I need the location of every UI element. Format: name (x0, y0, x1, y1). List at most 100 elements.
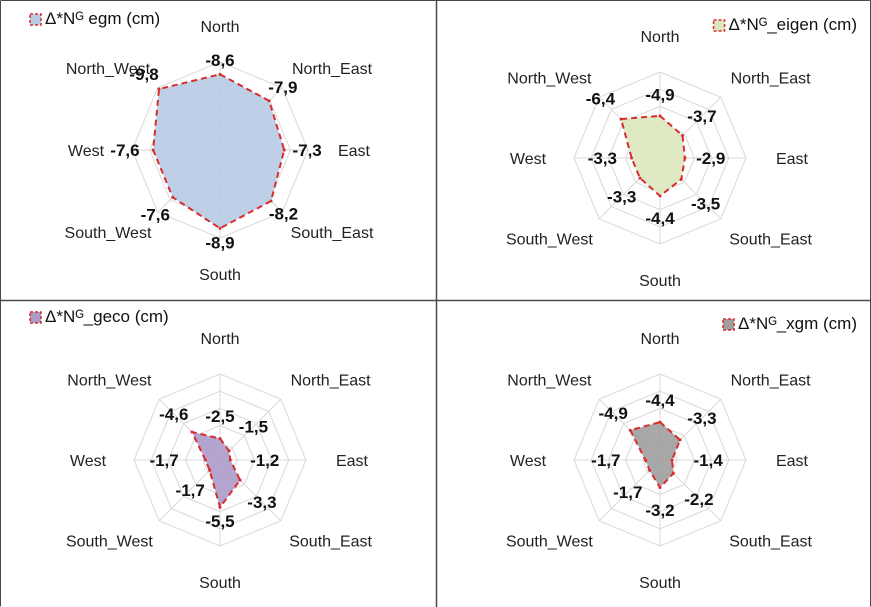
data-point (638, 176, 642, 180)
legend-text: Δ*Nᴳ_geco (cm) (45, 307, 169, 326)
category-label: East (776, 453, 809, 470)
value-label: -3,7 (687, 107, 716, 126)
category-label: North_East (291, 372, 372, 389)
category-label: South_West (65, 225, 152, 242)
category-label: West (68, 143, 105, 160)
category-label: South_West (66, 534, 153, 551)
value-label: -3,2 (645, 501, 674, 520)
legend-swatch (29, 311, 42, 324)
data-point (679, 177, 683, 181)
value-label: -3,3 (588, 149, 617, 168)
data-point (218, 437, 222, 440)
category-label: West (510, 151, 547, 168)
category-label: North_West (66, 61, 151, 78)
data-series-area (628, 421, 682, 490)
data-point (630, 156, 634, 160)
category-label: South_West (506, 534, 593, 551)
category-label: East (336, 453, 369, 470)
data-point (218, 226, 222, 230)
category-label: North_West (507, 372, 592, 389)
category-label: North_East (731, 70, 812, 87)
radar-svg: North North_East East South_East South South_… (29, 307, 373, 592)
radar-svg: North North_East East South_East South South_… (506, 314, 857, 592)
legend-swatch (712, 19, 726, 32)
category-label: South_East (729, 534, 812, 551)
data-point (151, 148, 155, 152)
value-label: -1,7 (613, 483, 642, 502)
data-series-area (152, 73, 286, 230)
data-point (238, 478, 242, 482)
value-label: -1,7 (591, 451, 620, 470)
data-point (208, 468, 212, 472)
value-label: -4,4 (645, 391, 675, 410)
category-label: North (200, 331, 239, 348)
category-label: South (639, 575, 681, 592)
category-label: East (776, 151, 809, 168)
data-point (157, 87, 161, 91)
value-label: -3,3 (607, 187, 636, 206)
category-label: North (640, 331, 679, 348)
legend-text: Δ*Nᴳ_xgm (cm) (738, 314, 857, 333)
radar-svg: North North_East East South_East South South_… (506, 15, 857, 290)
category-label: North_East (292, 61, 373, 78)
data-point (227, 449, 231, 453)
value-label: -7,6 (141, 206, 170, 225)
data-point (203, 458, 207, 462)
radar-svg: North North_East East South_East South South_… (29, 9, 374, 284)
data-point (282, 148, 286, 152)
category-label: South_East (729, 232, 812, 249)
value-label: -1,7 (149, 451, 178, 470)
category-label: South (199, 575, 241, 592)
value-label: -1,5 (239, 418, 268, 437)
value-label: -2,9 (696, 149, 725, 168)
radar-panel-egm: North North_East East South_East South South_… (0, 0, 436, 300)
category-label: North_East (731, 372, 812, 389)
data-point (228, 458, 232, 462)
data-point (171, 195, 175, 199)
data-point (628, 428, 632, 432)
data-point (658, 420, 662, 424)
value-label: -8,9 (205, 233, 234, 252)
value-label: -2,5 (205, 407, 234, 426)
value-label: -4,6 (159, 405, 188, 424)
value-label: -3,3 (247, 493, 276, 512)
data-point (658, 114, 662, 118)
value-label: -7,3 (292, 141, 321, 160)
category-label: East (338, 143, 371, 160)
value-label: -7,6 (110, 141, 139, 160)
data-point (681, 133, 685, 137)
value-label: -6,4 (586, 89, 616, 108)
data-point (658, 486, 662, 490)
data-point (269, 199, 273, 203)
value-label: -2,2 (684, 490, 713, 509)
data-point (218, 72, 222, 76)
category-label: North (640, 29, 679, 46)
value-label: -4,4 (645, 209, 675, 228)
data-point (671, 471, 675, 475)
category-label: West (510, 453, 547, 470)
legend-text: Δ*Nᴳ egm (cm) (45, 9, 160, 28)
value-label: -5,5 (205, 512, 234, 531)
legend-text: Δ*Nᴳ_eigen (cm) (729, 15, 857, 34)
legend-swatch (722, 318, 735, 331)
category-label: South_East (289, 534, 372, 551)
data-point (643, 458, 647, 462)
value-label: -1,4 (694, 451, 724, 470)
data-point (670, 458, 674, 462)
value-label: -1,2 (250, 451, 279, 470)
radar-panel-geco: North North_East East South_East South South_… (0, 301, 436, 607)
radar-panel-eigen: North North_East East South_East South South_… (437, 0, 871, 300)
data-point (683, 156, 687, 160)
value-label: -4,9 (599, 404, 628, 423)
category-label: West (70, 453, 107, 470)
category-label: South (199, 267, 241, 284)
category-label: South_West (506, 232, 593, 249)
data-point (190, 430, 194, 434)
data-series-area (619, 114, 686, 198)
data-point (648, 468, 652, 472)
category-label: North_West (67, 372, 152, 389)
value-label: -1,7 (176, 481, 205, 500)
value-label: -8,6 (205, 51, 234, 70)
category-label: South (639, 273, 681, 290)
